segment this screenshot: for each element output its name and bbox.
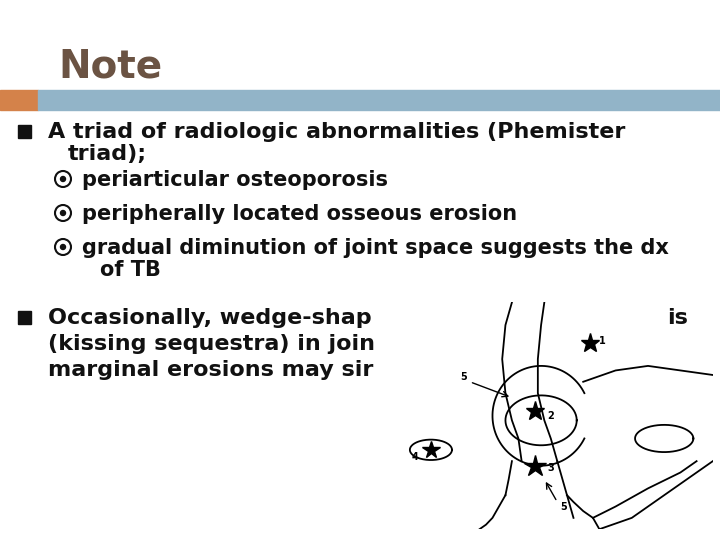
Text: triad);: triad); <box>68 144 147 164</box>
Text: peripherally located osseous erosion: peripherally located osseous erosion <box>82 204 517 224</box>
Text: 3: 3 <box>547 463 554 473</box>
Text: 5: 5 <box>560 502 567 511</box>
Text: marginal erosions may sir: marginal erosions may sir <box>48 360 374 380</box>
Text: of TB: of TB <box>100 260 161 280</box>
Text: is: is <box>667 308 688 328</box>
Text: Note: Note <box>58 48 162 86</box>
Text: A triad of radiologic abnormalities (Phemister: A triad of radiologic abnormalities (Phe… <box>48 122 626 142</box>
Text: Occasionally, wedge-shap: Occasionally, wedge-shap <box>48 308 372 328</box>
Text: 2: 2 <box>547 411 554 421</box>
Text: (kissing sequestra) in join: (kissing sequestra) in join <box>48 334 375 354</box>
Text: periarticular osteoporosis: periarticular osteoporosis <box>82 170 388 190</box>
Bar <box>38 90 720 110</box>
Circle shape <box>60 245 66 249</box>
Text: 1: 1 <box>599 336 606 346</box>
Circle shape <box>60 177 66 181</box>
Circle shape <box>60 211 66 215</box>
Bar <box>18 125 31 138</box>
Text: 4: 4 <box>412 451 418 462</box>
Bar <box>18 311 31 324</box>
Bar <box>0 90 38 110</box>
Text: gradual diminution of joint space suggests the dx: gradual diminution of joint space sugges… <box>82 238 669 258</box>
Text: 5: 5 <box>460 372 467 382</box>
